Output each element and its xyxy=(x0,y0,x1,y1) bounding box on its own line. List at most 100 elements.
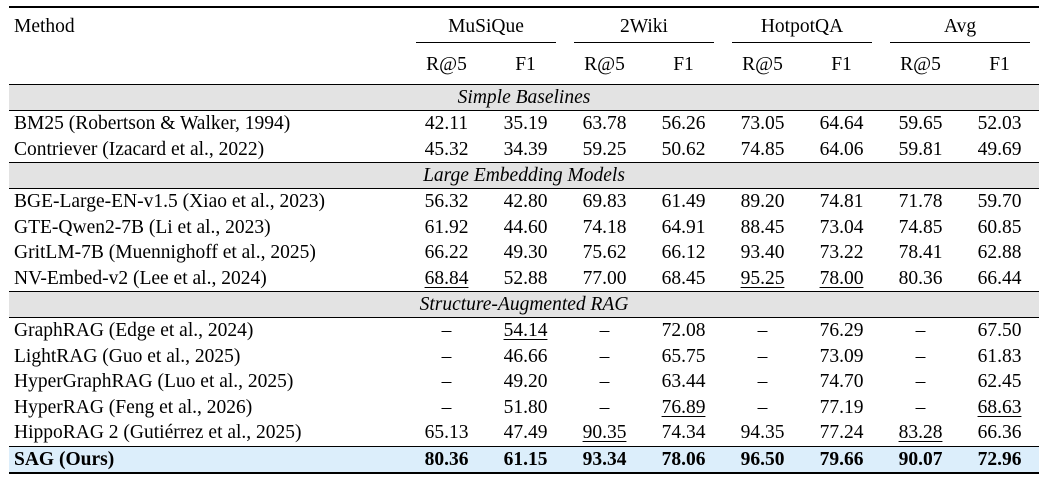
metric-value: – xyxy=(881,318,960,344)
metric-value-text: 59.70 xyxy=(977,191,1022,212)
metric-value: 74.18 xyxy=(565,215,644,241)
metric-value-text: 42.11 xyxy=(424,113,469,134)
metric-value-text: 67.50 xyxy=(977,320,1022,341)
metric-value: 66.12 xyxy=(644,240,723,266)
metric-value-text: 54.14 xyxy=(503,320,548,341)
metric-value-text: 95.25 xyxy=(740,267,785,289)
metric-value-text: – xyxy=(599,320,610,341)
metric-value-text: 73.22 xyxy=(819,242,864,263)
metric-value: 72.08 xyxy=(644,318,723,344)
metric-value: 74.85 xyxy=(881,215,960,241)
metric-value-text: 49.30 xyxy=(503,242,548,263)
metric-value: 77.00 xyxy=(565,266,644,292)
metric-value: 52.88 xyxy=(486,266,565,292)
metric-value: 65.13 xyxy=(407,420,486,446)
metric-value: 75.62 xyxy=(565,240,644,266)
method-name: GraphRAG (Edge et al., 2024) xyxy=(14,320,254,341)
metric-value-text: 52.03 xyxy=(977,113,1022,134)
metric-header: F1 xyxy=(960,46,1040,85)
metric-value-text: – xyxy=(441,396,452,418)
metric-value: 73.22 xyxy=(802,240,881,266)
metric-value-text: 68.45 xyxy=(661,267,706,289)
metric-value-text: 46.66 xyxy=(503,345,548,367)
metric-value: 80.36 xyxy=(881,266,960,292)
metric-value: 80.36 xyxy=(407,445,486,474)
metric-value: 61.49 xyxy=(644,189,723,215)
table-row: NV-Embed-v2 (Lee et al., 2024) 68.84 52.88… xyxy=(9,266,1039,292)
method-name: Contriever (Izacard et al., 2022) xyxy=(14,138,265,160)
metric-value: – xyxy=(407,318,486,344)
table-row: GritLM-7B (Muennighoff et al., 2025) 66.2… xyxy=(9,240,1039,266)
table-row: HyperRAG (Feng et al., 2026) – 51.80 – 76.89… xyxy=(9,395,1039,421)
metric-value-text: 59.81 xyxy=(898,138,943,160)
metric-value-text: 64.06 xyxy=(819,138,864,160)
table-row: GraphRAG (Edge et al., 2024) – 54.14 – 72.08… xyxy=(9,318,1039,344)
results-table: Method MuSiQue 2Wiki HotpotQA Avg R@5 F1… xyxy=(9,6,1040,474)
header-row-metrics: R@5 F1 R@5 F1 R@5 F1 R@5 F1 xyxy=(9,46,1040,85)
metric-value: 73.05 xyxy=(723,111,802,137)
method-name: HippoRAG 2 (Gutiérrez et al., 2025) xyxy=(14,422,302,443)
metric-value-text: 74.70 xyxy=(819,371,864,392)
group-header-musique: MuSiQue xyxy=(416,12,556,43)
header-row-groups: Method MuSiQue 2Wiki HotpotQA Avg xyxy=(9,6,1040,46)
metric-value: 68.63 xyxy=(960,395,1039,421)
metric-value-text: 66.36 xyxy=(977,422,1022,443)
metric-value: 45.32 xyxy=(407,137,486,163)
metric-header: F1 xyxy=(486,46,565,85)
metric-value: 72.96 xyxy=(960,445,1040,474)
group-header-avg: Avg xyxy=(890,12,1031,43)
metric-value: 64.06 xyxy=(802,137,881,163)
metric-value-text: – xyxy=(757,320,768,341)
metric-value-text: 61.83 xyxy=(977,345,1022,367)
metric-value-text: 78.00 xyxy=(819,267,864,289)
metric-value: 50.62 xyxy=(644,137,723,163)
metric-header: F1 xyxy=(802,46,881,85)
metric-value: 60.85 xyxy=(960,215,1039,241)
method-name: BM25 (Robertson & Walker, 1994) xyxy=(14,113,291,134)
metric-value-text: 68.84 xyxy=(424,267,469,289)
metric-value: 64.64 xyxy=(802,111,881,137)
metric-value: – xyxy=(723,395,802,421)
method-name: SAG (Ours) xyxy=(9,445,407,474)
metric-value-text: 66.22 xyxy=(424,242,469,263)
metric-value-text: – xyxy=(441,371,452,392)
metric-header: R@5 xyxy=(723,46,802,85)
group-header-2wiki: 2Wiki xyxy=(574,12,714,43)
metric-value-text: 61.92 xyxy=(424,216,469,238)
metric-value: 67.50 xyxy=(960,318,1039,344)
metric-value: 71.78 xyxy=(881,189,960,215)
metric-value-text: 89.20 xyxy=(740,191,785,212)
table-row: LightRAG (Guo et al., 2025) – 46.66 – 65.75 –… xyxy=(9,344,1039,370)
metric-value-text: 73.09 xyxy=(819,345,864,367)
metric-value-text: 90.35 xyxy=(582,422,627,443)
metric-value-text: 64.64 xyxy=(819,113,864,134)
metric-value-text: 63.78 xyxy=(582,113,627,134)
metric-value-text: 74.85 xyxy=(740,138,785,160)
metric-value-text: 68.63 xyxy=(977,396,1022,418)
method-header: Method xyxy=(9,6,407,46)
method-name: GritLM-7B (Muennighoff et al., 2025) xyxy=(14,242,316,263)
metric-value: 35.19 xyxy=(486,111,565,137)
metric-value-text: – xyxy=(757,396,768,418)
metric-value-text: 50.62 xyxy=(661,138,706,160)
metric-value: – xyxy=(723,369,802,395)
metric-value: 56.32 xyxy=(407,189,486,215)
metric-value: 74.85 xyxy=(723,137,802,163)
metric-value: – xyxy=(723,344,802,370)
section-header-row: Large Embedding Models xyxy=(9,162,1040,189)
metric-header: R@5 xyxy=(565,46,644,85)
metric-value: 96.50 xyxy=(723,445,802,474)
metric-value-text: 88.45 xyxy=(740,216,785,238)
metric-value: – xyxy=(565,395,644,421)
metric-value: 66.22 xyxy=(407,240,486,266)
metric-value-text: 74.34 xyxy=(661,422,706,443)
metric-value-text: 76.29 xyxy=(819,320,864,341)
metric-value-text: 45.32 xyxy=(424,138,469,160)
metric-value-text: 74.81 xyxy=(819,191,864,212)
metric-value-text: 47.49 xyxy=(503,422,548,443)
metric-value: 63.78 xyxy=(565,111,644,137)
metric-value-text: 77.24 xyxy=(819,422,864,443)
group-header-hotpotqa: HotpotQA xyxy=(732,12,872,43)
metric-value-text: 44.60 xyxy=(503,216,548,238)
metric-value-text: 64.91 xyxy=(661,216,706,238)
